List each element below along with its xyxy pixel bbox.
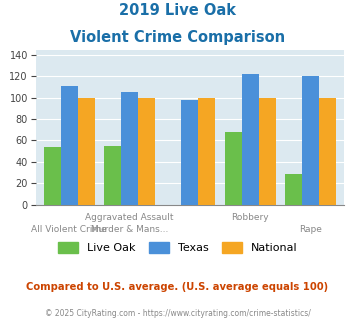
Legend: Live Oak, Texas, National: Live Oak, Texas, National bbox=[58, 242, 297, 253]
Bar bbox=[285, 174, 302, 205]
Bar bbox=[225, 132, 242, 205]
Bar bbox=[78, 98, 95, 205]
Text: Rape: Rape bbox=[299, 225, 322, 234]
Text: All Violent Crime: All Violent Crime bbox=[31, 225, 107, 234]
Bar bbox=[138, 98, 155, 205]
Bar bbox=[104, 146, 121, 205]
Bar bbox=[61, 86, 78, 205]
Text: 2019 Live Oak: 2019 Live Oak bbox=[119, 3, 236, 18]
Bar bbox=[121, 92, 138, 205]
Bar bbox=[44, 147, 61, 205]
Text: Violent Crime Comparison: Violent Crime Comparison bbox=[70, 30, 285, 45]
Bar bbox=[302, 76, 319, 205]
Text: Murder & Mans...: Murder & Mans... bbox=[91, 225, 168, 234]
Text: Compared to U.S. average. (U.S. average equals 100): Compared to U.S. average. (U.S. average … bbox=[26, 282, 329, 292]
Text: © 2025 CityRating.com - https://www.cityrating.com/crime-statistics/: © 2025 CityRating.com - https://www.city… bbox=[45, 309, 310, 317]
Bar bbox=[181, 100, 198, 205]
Bar bbox=[198, 98, 215, 205]
Text: Aggravated Assault: Aggravated Assault bbox=[85, 213, 174, 222]
Text: Robbery: Robbery bbox=[231, 213, 269, 222]
Bar bbox=[319, 98, 336, 205]
Bar bbox=[259, 98, 275, 205]
Bar bbox=[242, 74, 259, 205]
